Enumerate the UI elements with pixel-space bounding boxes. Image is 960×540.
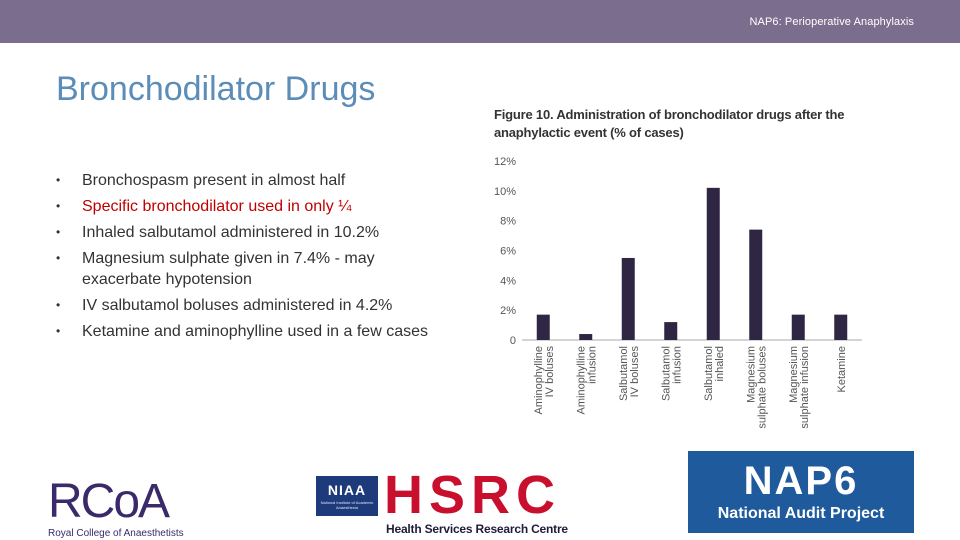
x-tick-label-line: Ketamine <box>836 346 848 392</box>
bullet-text: Bronchospasm present in almost half <box>82 172 346 189</box>
bullet-item: • Magnesium sulphate given in 7.4% - may … <box>54 248 444 290</box>
niaa-logo-subtitle: National Institute of Academic Anaesthes… <box>320 500 374 510</box>
nap6-logo: NAP6 National Audit Project <box>688 451 914 533</box>
bar <box>834 314 848 340</box>
bar <box>536 314 550 340</box>
bullet-text: IV salbutamol boluses administered in 4.… <box>82 297 393 314</box>
y-tick-label: 10% <box>494 186 516 198</box>
nap6-logo-subtitle: National Audit Project <box>717 505 885 522</box>
niaa-logo: NIAA National Institute of Academic Anae… <box>316 476 378 516</box>
bullet-list: • Bronchospasm present in almost half • Sp… <box>54 170 444 347</box>
x-tick-label-line: Aminophylline <box>533 346 545 414</box>
bar <box>579 334 593 340</box>
y-tick-label: 8% <box>500 216 516 228</box>
bullet-text: Specific bronchodilator used in only ¼ <box>82 198 352 215</box>
bar <box>791 314 805 340</box>
y-tick-label: 2% <box>500 305 516 317</box>
rcoa-logo-subtitle: Royal College of Anaesthetists <box>48 528 184 539</box>
bullet-item: • Bronchospasm present in almost half <box>54 170 444 191</box>
bar <box>621 257 635 340</box>
bullet-dot: • <box>56 173 61 187</box>
bullet-item: • IV salbutamol boluses administered in 4… <box>54 295 444 316</box>
x-tick-label: Ketamine <box>836 346 848 392</box>
bullet-text: Magnesium sulphate given in 7.4% - may e… <box>82 250 375 288</box>
x-tick-label-line: IV boluses <box>544 346 556 398</box>
x-tick-label-line: Salbutamol <box>703 346 715 401</box>
x-tick-label-line: inhaled <box>714 346 726 381</box>
x-tick-label: Magnesium sulphate infusion <box>788 346 811 429</box>
bullet-dot: • <box>56 225 61 239</box>
rcoa-logo-letters: RCoA <box>48 475 170 528</box>
bullet-dot: • <box>56 251 61 265</box>
bullet-dot: • <box>56 199 61 213</box>
bullet-dot: • <box>56 298 61 312</box>
bullet-item: • Ketamine and aminophylline used in a fe… <box>54 321 444 342</box>
bullet-item: • Inhaled salbutamol administered in 10.2… <box>54 222 444 243</box>
chart-title: Figure 10. Administration of bronchodila… <box>494 107 845 140</box>
bullet-text: Ketamine and aminophylline used in a few… <box>82 323 428 340</box>
x-tick-label: Salbutamol infusion <box>660 346 683 401</box>
y-tick-label: 12% <box>494 156 516 168</box>
y-tick-label: 0 <box>510 335 516 347</box>
x-tick-label-line: sulphate infusion <box>799 346 811 429</box>
x-tick-label: Salbutamol inhaled <box>703 346 726 401</box>
x-tick-label-line: Aminophylline <box>575 346 587 414</box>
nap6-logo-name: NAP6 <box>743 459 859 503</box>
x-tick-label-line: Magnesium <box>745 346 757 403</box>
slide-title: Bronchodilator Drugs <box>56 70 376 108</box>
bar-chart: 02%4%6%8%10%12%Aminophylline IV boluses Am… <box>494 156 862 429</box>
niaa-logo-name: NIAA <box>327 482 367 498</box>
x-tick-label-line: IV boluses <box>629 346 641 398</box>
bullet-text: Inhaled salbutamol administered in 10.2% <box>82 224 380 241</box>
rcoa-logo: RCoA Royal College of Anaesthetists <box>48 475 184 540</box>
x-tick-label-line: sulphate boluses <box>756 346 768 429</box>
x-tick-label: Salbutamol IV boluses <box>618 346 641 402</box>
hsrc-logo-subtitle: Health Services Research Centre <box>386 522 568 536</box>
bar <box>664 322 678 340</box>
x-tick-label: Magnesium sulphate boluses <box>745 346 768 429</box>
header-bar: NAP6: Perioperative Anaphylaxis <box>0 0 960 43</box>
x-tick-label-line: Magnesium <box>788 346 800 403</box>
bar <box>749 229 763 340</box>
x-tick-label: Aminophylline infusion <box>575 346 598 414</box>
x-tick-label-line: infusion <box>586 346 598 384</box>
x-tick-label-line: Salbutamol <box>618 346 630 401</box>
x-tick-label: Aminophylline IV boluses <box>533 346 556 415</box>
bullet-item: • Specific bronchodilator used in only ¼ <box>54 196 444 217</box>
x-tick-label-line: Salbutamol <box>660 346 672 401</box>
bullet-dot: • <box>56 324 61 338</box>
hsrc-logo-letters: HSRC <box>384 465 562 525</box>
y-tick-label: 4% <box>500 275 516 287</box>
x-tick-label-line: infusion <box>671 346 683 384</box>
header-title: NAP6: Perioperative Anaphylaxis <box>749 16 914 28</box>
y-tick-label: 6% <box>500 246 516 258</box>
bar <box>706 187 720 340</box>
